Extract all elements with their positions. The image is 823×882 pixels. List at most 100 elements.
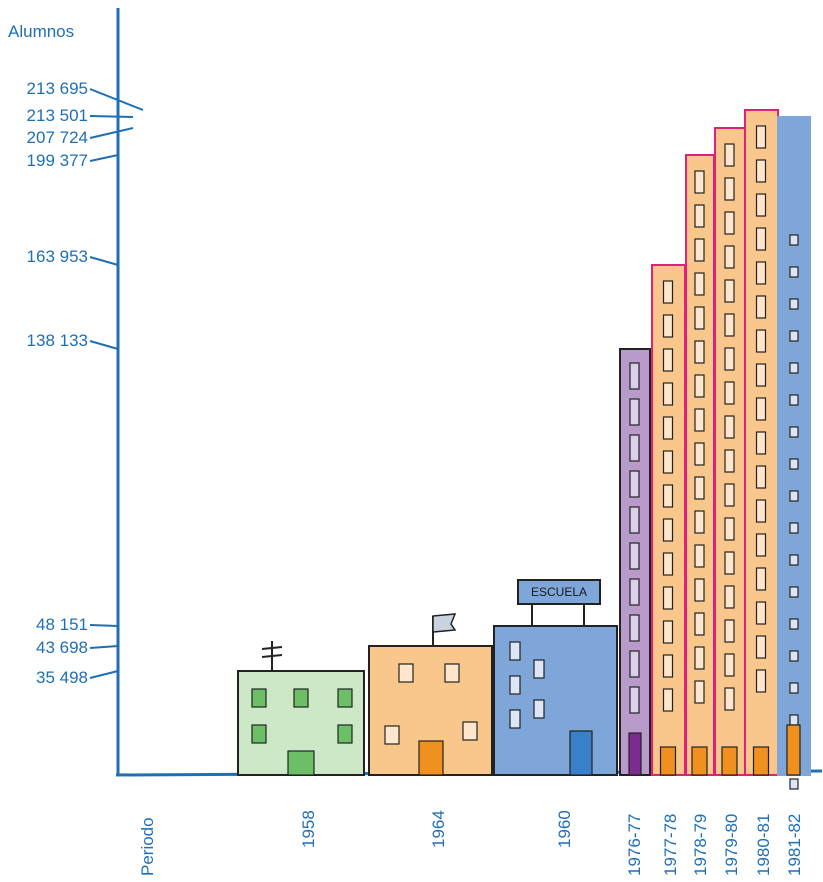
window: [384, 725, 400, 745]
window: [789, 458, 799, 470]
y-tick-mark: [89, 340, 119, 350]
y-ticks: 213 695 213 501 207 724 199 377 163 953 138 1…: [27, 79, 144, 687]
window: [724, 483, 735, 507]
window: [694, 646, 705, 670]
bar-1960: ESCUELA: [493, 579, 618, 776]
window: [752, 746, 770, 776]
window: [662, 620, 674, 644]
window: [509, 709, 521, 729]
window: [724, 653, 735, 677]
window: [789, 618, 799, 630]
window: [629, 650, 640, 678]
bar-1978-79: [685, 154, 715, 776]
y-tick-label: 207 724: [27, 128, 88, 147]
window: [789, 330, 799, 342]
window: [569, 730, 593, 776]
x-tick-label: 1979-80: [722, 814, 741, 876]
window: [724, 687, 735, 711]
x-tick-label: 1980-81: [754, 814, 773, 876]
window: [629, 578, 640, 606]
x-axis-label: Periodo: [138, 817, 157, 876]
bar-1958: [237, 641, 365, 776]
window: [724, 347, 735, 371]
antenna-bar: [261, 646, 283, 650]
bar-1979-80: [714, 127, 746, 776]
window: [694, 204, 705, 228]
window: [662, 518, 674, 542]
window: [724, 211, 735, 235]
window: [755, 499, 767, 523]
window: [662, 280, 674, 304]
bar-1980-81: [744, 109, 779, 776]
window: [694, 544, 705, 568]
flag: [432, 613, 457, 633]
window: [755, 227, 767, 251]
window: [724, 449, 735, 473]
y-tick-mark: [89, 88, 144, 111]
window: [755, 329, 767, 353]
window: [662, 586, 674, 610]
window: [786, 724, 801, 776]
window: [755, 601, 767, 625]
y-tick-label: 163 953: [27, 247, 88, 266]
window: [755, 363, 767, 387]
window: [398, 663, 414, 683]
window: [724, 245, 735, 269]
x-tick-label: 1958: [299, 810, 318, 848]
window: [755, 125, 767, 149]
x-tick-label: 1960: [555, 810, 574, 848]
window: [694, 238, 705, 262]
window: [694, 442, 705, 466]
window: [662, 688, 674, 712]
window: [694, 476, 705, 500]
window: [724, 517, 735, 541]
window: [694, 578, 705, 602]
window: [724, 551, 735, 575]
window: [629, 542, 640, 570]
window: [694, 340, 705, 364]
window: [724, 313, 735, 337]
window: [755, 465, 767, 489]
window: [662, 348, 674, 372]
y-tick-mark: [89, 645, 119, 649]
window: [789, 266, 799, 278]
y-tick-mark: [89, 127, 134, 139]
y-tick-label: 199 377: [27, 151, 88, 170]
window: [533, 699, 545, 719]
window: [789, 586, 799, 598]
window: [789, 554, 799, 566]
y-tick-mark: [89, 256, 119, 266]
bar-1981-82: [777, 116, 811, 790]
bar-1977-78: [651, 264, 686, 776]
window: [789, 714, 799, 726]
window: [755, 431, 767, 455]
window: [789, 362, 799, 374]
school-sign-text: ESCUELA: [531, 585, 587, 599]
window: [755, 533, 767, 557]
window: [629, 362, 640, 390]
window: [662, 416, 674, 440]
window: [755, 397, 767, 421]
bars: ESCUELA: [237, 109, 811, 790]
window: [662, 552, 674, 576]
window: [755, 261, 767, 285]
window: [662, 484, 674, 508]
window: [629, 434, 640, 462]
window: [337, 688, 353, 708]
window: [293, 688, 309, 708]
window: [694, 272, 705, 296]
y-tick-mark: [89, 115, 134, 118]
window: [533, 659, 545, 679]
x-tick-label: 1976-77: [625, 814, 644, 876]
y-tick-mark: [89, 670, 119, 679]
window: [662, 450, 674, 474]
window: [694, 680, 705, 704]
window: [755, 669, 767, 693]
window: [789, 650, 799, 662]
x-tick-label: 1981-82: [785, 814, 804, 876]
window: [462, 721, 478, 741]
window: [629, 686, 640, 714]
window: [789, 234, 799, 246]
window: [789, 682, 799, 694]
